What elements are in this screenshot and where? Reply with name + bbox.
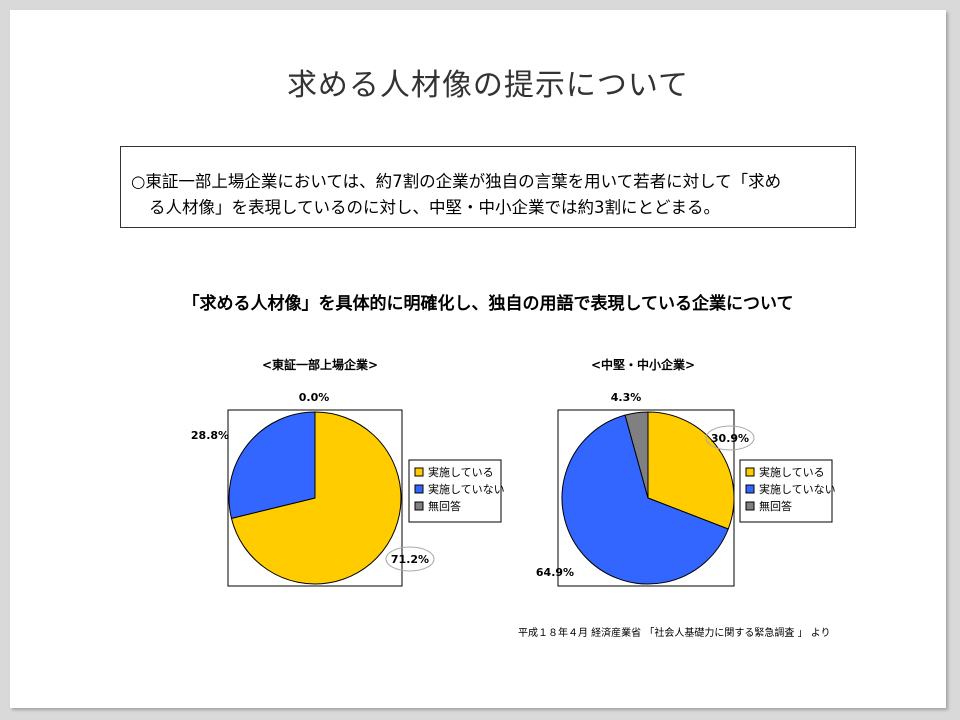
legend-box-sme bbox=[739, 459, 833, 523]
legend-swatch-sme-2 bbox=[745, 501, 755, 511]
legend-label-listed-2: 無回答 bbox=[428, 499, 461, 513]
legend-swatch-listed-2 bbox=[414, 501, 424, 511]
legend-swatch-sme-0 bbox=[745, 467, 755, 477]
value-label-sme-2: 4.3% bbox=[611, 391, 642, 404]
source-note: 平成１８年４月 経済産業省 「社会人基礎力に関する緊急調査 」 より bbox=[518, 628, 831, 639]
value-label-ring-listed bbox=[385, 546, 435, 572]
legend-label-sme-1: 実施していない bbox=[759, 482, 836, 496]
summary-box: ○東証一部上場企業においては、約7割の企業が独自の言葉を用いて若者に対して「求め… bbox=[120, 146, 856, 228]
summary-line-1: ○東証一部上場企業においては、約7割の企業が独自の言葉を用いて若者に対して「求め bbox=[131, 172, 782, 191]
value-label-listed-0: 71.2% bbox=[391, 553, 429, 566]
legend-swatch-listed-1 bbox=[414, 484, 424, 494]
legend-label-listed-0: 実施している bbox=[428, 465, 494, 479]
legend-box-listed bbox=[408, 459, 502, 523]
value-label-sme-1: 64.9% bbox=[536, 566, 574, 579]
legend-label-sme-0: 実施している bbox=[759, 465, 825, 479]
legend-swatch-listed-0 bbox=[414, 467, 424, 477]
legend-label-listed-1: 実施していない bbox=[428, 482, 505, 496]
pie-slice-listed-0 bbox=[230, 411, 402, 585]
plot-frame-listed bbox=[227, 409, 403, 587]
pie-slice-sme-1 bbox=[561, 414, 729, 585]
charts-canvas: 71.2%28.8%0.0%実施している実施していない無回答30.9%64.9%… bbox=[191, 391, 836, 587]
value-label-ring-sme bbox=[705, 425, 755, 451]
value-label-sme-0: 30.9% bbox=[711, 432, 749, 445]
pie-slice-sme-2 bbox=[624, 411, 649, 499]
value-label-listed-2: 0.0% bbox=[299, 391, 330, 404]
legend-label-sme-2: 無回答 bbox=[759, 499, 792, 513]
slide: 求める人材像の提示について ○東証一部上場企業においては、約7割の企業が独自の言… bbox=[10, 10, 946, 708]
section-title: 「求める人材像」を具体的に明確化し、独自の用語で表現している企業について bbox=[182, 294, 794, 314]
legend-swatch-sme-1 bbox=[745, 484, 755, 494]
page-title: 求める人材像の提示について bbox=[286, 68, 690, 103]
chart-title-listed: <東証一部上場企業> bbox=[261, 358, 379, 372]
summary-line-2: る人材像」を表現しているのに対し、中堅・中小企業では約3割にとどまる。 bbox=[149, 198, 721, 217]
value-label-listed-1: 28.8% bbox=[191, 429, 229, 442]
pie-slice-sme-0 bbox=[647, 411, 735, 530]
chart-title-sme: <中堅・中小企業> bbox=[590, 358, 696, 372]
pie-slice-listed-1 bbox=[228, 411, 316, 519]
